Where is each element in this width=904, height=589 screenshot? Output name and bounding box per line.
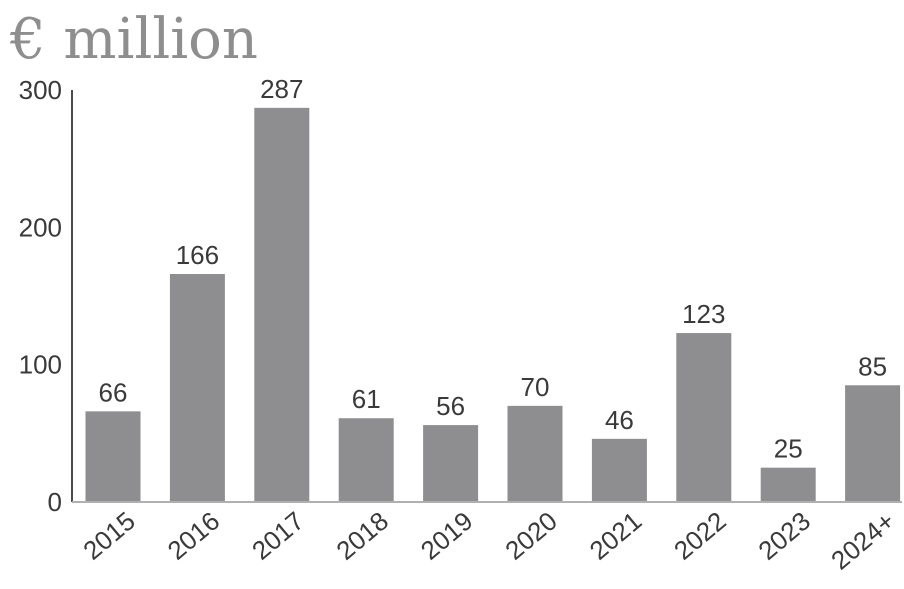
y-axis-ticks: 0 100 200 300 [19,75,62,517]
bar-2017 [254,107,310,502]
y-tick-label: 300 [19,75,62,105]
x-tick-label: 2018 [330,506,394,566]
bar-2022 [676,333,732,502]
y-tick-label: 100 [19,350,62,380]
bar-2023 [760,467,816,502]
bar-2018 [338,418,394,502]
bar-value-label: 123 [682,299,725,329]
bar-value-label: 66 [99,377,128,407]
bar-2019 [423,425,479,502]
bar-value-label: 56 [436,391,465,421]
x-tick-label: 2023 [752,506,816,566]
bar-value-label: 70 [521,372,550,402]
bar-2024-plus [845,385,901,502]
x-tick-label: 2022 [668,506,732,566]
x-tick-label: 2020 [499,506,563,566]
bar-value-label: 166 [176,240,219,270]
y-tick-label: 0 [48,487,62,517]
bar-2015 [85,411,141,502]
bar-value-label: 287 [260,74,303,104]
y-tick-label: 200 [19,212,62,242]
x-tick-label: 2017 [246,506,310,566]
x-tick-label: 2015 [77,506,141,566]
bars [85,107,901,502]
x-tick-label: 2016 [162,506,226,566]
bar-value-label: 61 [352,384,381,414]
bar-value-label: 85 [858,351,887,381]
x-tick-label: 2021 [584,506,648,566]
data-labels: 66 166 287 61 56 70 46 123 25 85 [99,74,888,464]
chart-title: € million [9,7,258,72]
x-tick-label: 2019 [415,506,479,566]
bar-2021 [591,438,647,502]
bar-value-label: 46 [605,405,634,435]
x-tick-label: 2024+ [825,506,900,576]
bar-value-label: 25 [774,434,803,464]
bar-2020 [507,405,563,502]
bar-2016 [169,274,225,502]
x-axis-ticks: 2015 2016 2017 2018 2019 2020 2021 2022 2023 2024… [77,506,900,576]
